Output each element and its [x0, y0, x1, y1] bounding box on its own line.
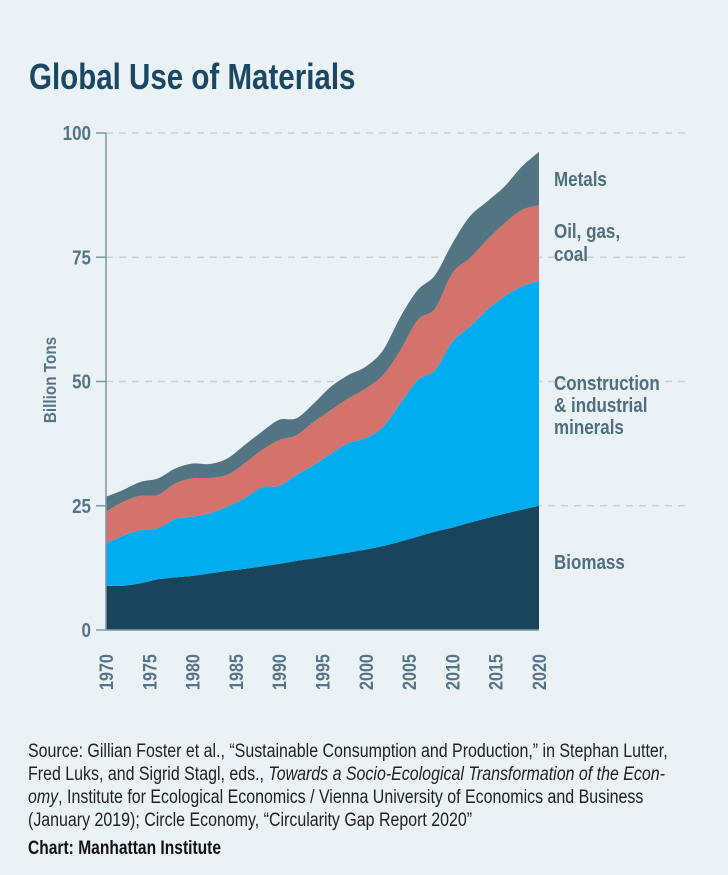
legend-label: coal: [554, 243, 588, 266]
legend-label: Construction: [554, 372, 660, 395]
legend-label: minerals: [554, 416, 624, 439]
chart-title: Global Use of Materials: [29, 56, 356, 97]
source-line-2: Fred Luks, and Sigrid Stagl, eds.,: [28, 764, 269, 785]
y-tick-label: 75: [72, 246, 91, 269]
x-tick-label: 2020: [529, 654, 551, 690]
x-tick-label: 1995: [312, 654, 334, 690]
source-note: Source: Gillian Foster et al., “Sustaina…: [28, 740, 668, 832]
x-tick-label: 2010: [442, 654, 464, 690]
y-tick-labels: 0 25 50 75 100: [63, 122, 91, 642]
source-book-title: Towards a Socio-Ecological Transformatio…: [268, 764, 665, 785]
x-tick-label: 2005: [399, 654, 421, 690]
area-oil-gas-coal: [106, 205, 539, 544]
chart-credit: Chart: Manhattan Institute: [28, 838, 222, 859]
legend-label: & industrial: [554, 394, 647, 417]
x-tick-label: 1970: [96, 654, 118, 690]
y-tick-label: 50: [72, 370, 91, 393]
x-tick-labels: 1970 1975 1980 1985 1990 1995 2000 2005 2010 2015…: [96, 654, 551, 690]
x-tick-label: 1980: [182, 654, 204, 690]
legend-label: Metals: [554, 168, 607, 191]
area-biomass: [106, 505, 539, 630]
y-tick-label: 25: [72, 494, 91, 517]
legend-label: Oil, gas,: [554, 220, 620, 243]
x-tick-label: 1975: [139, 654, 161, 690]
source-line-3: , Institute for Ecological Economics / V…: [58, 787, 644, 808]
area-construction-industrial-minerals: [106, 280, 539, 586]
legend-label: Biomass: [554, 551, 625, 574]
source-line-1: Source: Gillian Foster et al., “Sustaina…: [28, 741, 668, 762]
y-tick-label: 100: [63, 122, 91, 145]
x-tick-label: 1990: [269, 654, 291, 690]
x-tick-label: 2015: [485, 654, 507, 690]
source-line-4: (January 2019); Circle Economy, “Circula…: [28, 810, 473, 831]
y-axis-label: Billion Tons: [40, 337, 60, 423]
x-tick-label: 1985: [226, 654, 248, 690]
source-book-title-end: omy: [28, 787, 59, 808]
areas: [106, 151, 539, 630]
axes: [96, 132, 539, 631]
y-tick-label: 0: [82, 619, 91, 642]
x-tick-label: 2000: [356, 654, 378, 690]
